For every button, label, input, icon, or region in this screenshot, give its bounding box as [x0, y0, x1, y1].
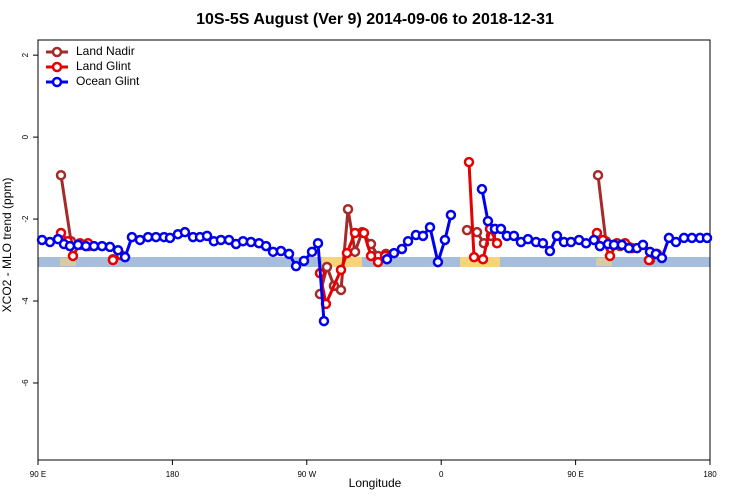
data-point [349, 246, 361, 258]
data-point [491, 237, 503, 249]
data-point [358, 227, 370, 239]
data-point [342, 203, 354, 215]
x-tick-label: 90 E [30, 470, 46, 479]
data-point [372, 256, 384, 268]
data-point [476, 183, 488, 195]
data-point [312, 237, 324, 249]
data-point [592, 169, 604, 181]
data-point [341, 247, 353, 259]
data-point [396, 243, 408, 255]
land-patch [60, 258, 76, 266]
data-point [126, 231, 138, 243]
data-point [335, 284, 347, 296]
x-tick-label: 180 [166, 470, 180, 479]
legend-marker [51, 46, 63, 58]
x-tick-label: 90 W [297, 470, 316, 479]
plot-frame [37, 39, 711, 461]
data-point [686, 232, 698, 244]
y-tick-label: 2 [21, 52, 30, 57]
data-point [461, 224, 473, 236]
data-point [275, 245, 287, 257]
data-point [670, 236, 682, 248]
data-point [402, 235, 414, 247]
data-point [134, 234, 146, 246]
data-point [468, 251, 480, 263]
data-point [201, 230, 213, 242]
data-point [321, 261, 333, 273]
legend-marker [51, 76, 63, 88]
data-point [283, 248, 295, 260]
data-point [215, 234, 227, 246]
y-tick-label: -4 [21, 297, 30, 305]
land-patch [322, 257, 362, 267]
data-point [349, 227, 361, 239]
data-point [477, 253, 489, 265]
y-tick-label: 0 [21, 134, 30, 139]
data-point [522, 233, 534, 245]
data-point [179, 226, 191, 238]
data-point [495, 223, 507, 235]
data-point [463, 156, 475, 168]
x-tick-label: 0 [439, 470, 444, 479]
data-point [701, 232, 713, 244]
data-point [381, 253, 393, 265]
data-point [335, 264, 347, 276]
data-point [365, 250, 377, 262]
data-point [80, 240, 92, 252]
y-axis-label: XCO2 - MLO trend (ppm) [0, 178, 14, 313]
data-point [445, 209, 457, 221]
chart-title: 10S-5S August (Ver 9) 2014-09-06 to 2018… [196, 11, 554, 28]
x-tick-label: 180 [703, 470, 717, 479]
data-point [439, 234, 451, 246]
data-point [417, 230, 429, 242]
data-point [107, 254, 119, 266]
data-point [623, 242, 635, 254]
data-point [44, 236, 56, 248]
data-point [245, 236, 257, 248]
data-point [318, 315, 330, 327]
data-point [119, 251, 131, 263]
data-point [508, 230, 520, 242]
data-point [112, 244, 124, 256]
data-point [551, 230, 563, 242]
data-point [306, 246, 318, 258]
data-point [424, 222, 436, 233]
data-point [104, 241, 116, 253]
legend-marker [51, 61, 63, 73]
y-tick-label: -6 [21, 379, 30, 387]
data-point [290, 260, 302, 272]
data-point [55, 169, 67, 181]
legend-label: Ocean Glint [76, 74, 140, 88]
data-point [565, 236, 577, 248]
data-point [537, 237, 549, 249]
data-point [637, 239, 649, 251]
data-point [544, 245, 556, 257]
data-point [260, 240, 272, 252]
y-tick-label: -2 [21, 215, 30, 223]
data-point [604, 250, 616, 262]
data-point [388, 247, 400, 259]
data-point [150, 231, 162, 243]
data-point [64, 240, 76, 252]
data-point [298, 255, 310, 267]
land-patch [596, 258, 612, 266]
data-point [594, 240, 606, 252]
data-point [643, 254, 655, 266]
legend-label: Land Nadir [76, 44, 135, 58]
data-point [482, 215, 494, 227]
data-point [88, 240, 100, 252]
data-point [588, 234, 600, 246]
data-point [72, 239, 84, 251]
x-axis-label: Longitude [349, 476, 402, 490]
data-point [432, 256, 444, 268]
data-point [656, 252, 668, 264]
x-tick-label: 90 E [567, 470, 583, 479]
data-point [164, 232, 176, 244]
legend-label: Land Glint [76, 59, 131, 73]
data-point [67, 250, 79, 262]
